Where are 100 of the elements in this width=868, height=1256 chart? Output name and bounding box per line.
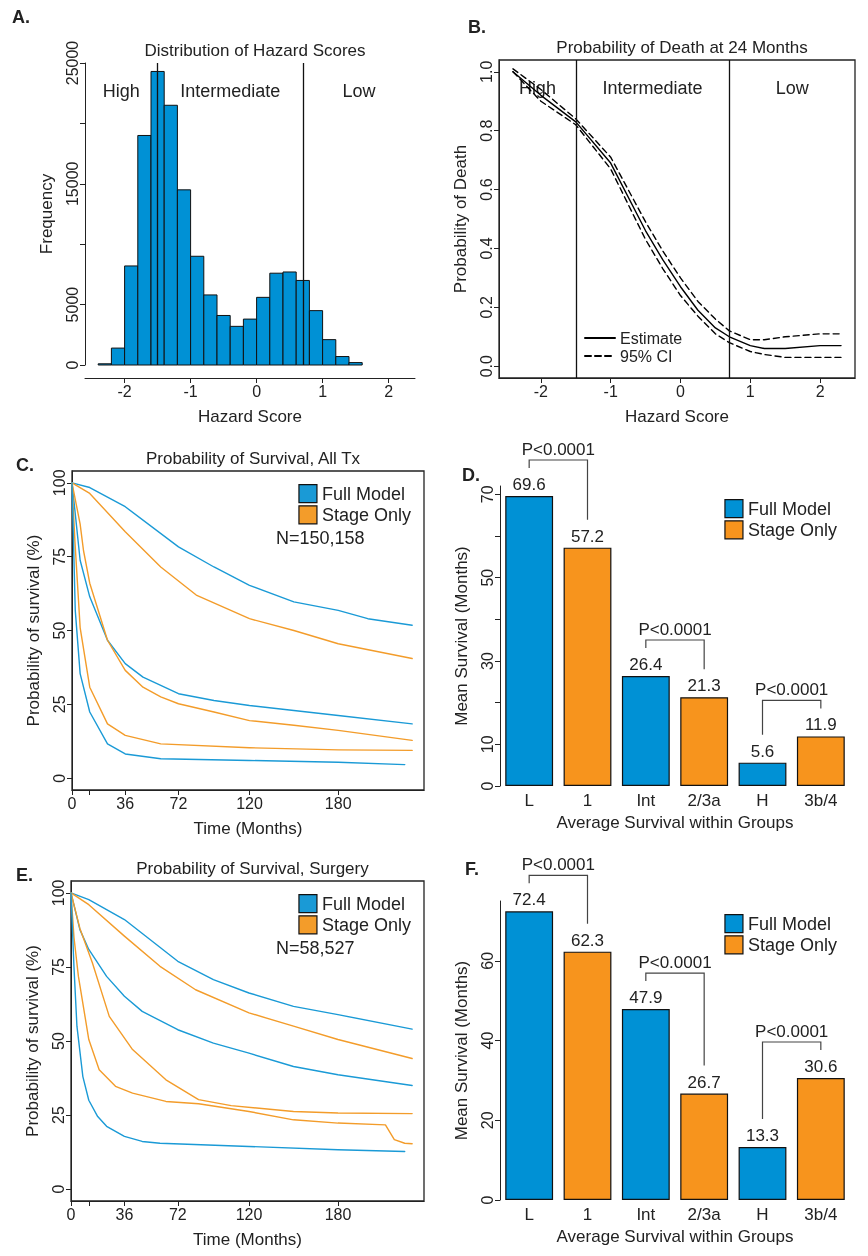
x-tick-label: 2 — [815, 382, 825, 400]
x-tick-label: 1 — [318, 382, 328, 400]
x-tick-label: 0 — [676, 382, 686, 400]
text: A. — [12, 7, 30, 27]
bar — [621, 676, 670, 786]
x-tick-label: -2 — [117, 382, 132, 400]
data-label: 26.7 — [687, 1072, 721, 1092]
x-tick-label: -2 — [533, 382, 549, 400]
data-label: 21.3 — [687, 676, 721, 696]
y-tick-label: 0 — [49, 1184, 67, 1194]
x-tick-label: 1 — [582, 1205, 593, 1224]
x-tick-label: -1 — [183, 382, 198, 400]
data-label: 11.9 — [804, 715, 837, 735]
x-tick-label: 72 — [169, 794, 188, 812]
annotation: Low — [342, 81, 377, 101]
data-label: 30.6 — [804, 1057, 838, 1077]
x-tick-label: H — [756, 791, 769, 810]
y-tick-label: 0.2 — [477, 296, 495, 319]
text: P<0.0001 — [521, 440, 595, 459]
annotation: P<0.0001 — [638, 620, 712, 639]
y-tick-label: 70 — [478, 485, 496, 504]
y-tick-label: 15000 — [63, 161, 81, 207]
bar — [621, 1009, 670, 1200]
data-label: 62.3 — [570, 930, 605, 950]
data-label: 72.4 — [512, 890, 546, 910]
bar — [563, 547, 612, 786]
x-axis-title: Time (Months) — [193, 1230, 302, 1249]
text: E. — [16, 865, 34, 885]
x-tick-label: 0 — [252, 382, 262, 400]
y-axis-title: Probability of Death — [451, 144, 470, 294]
legend-label: Stage Only — [321, 504, 412, 525]
legend-label: Stage Only — [321, 914, 412, 935]
legend-label: Full Model — [747, 913, 831, 934]
y-tick-label: 1.0 — [477, 60, 495, 83]
data-label: 57.2 — [570, 526, 605, 546]
y-tick-label: 100 — [50, 469, 68, 497]
x-tick-label: 36 — [116, 794, 135, 812]
x-tick-label: 2 — [384, 382, 394, 400]
legend-label: Stage Only — [747, 934, 838, 955]
x-tick-label: L — [524, 1205, 534, 1224]
x-tick-label: Int — [636, 1205, 656, 1224]
x-tick-label: 180 — [324, 794, 352, 812]
legend-label: Full Model — [747, 498, 831, 519]
data-label: 69.6 — [512, 475, 546, 494]
y-tick-label: 5000 — [63, 286, 81, 323]
y-tick-label: 0.4 — [477, 237, 495, 260]
x-axis-title: Average Survival within Groups — [556, 1226, 794, 1246]
bar — [738, 1146, 787, 1200]
x-tick-label: 1 — [745, 382, 755, 400]
y-tick-label: 25 — [49, 1106, 67, 1124]
x-tick-label: 120 — [236, 794, 263, 812]
y-tick-label: 0 — [50, 773, 68, 783]
y-axis-title: Mean Survival (Months) — [452, 960, 471, 1141]
x-tick-label: Int — [636, 791, 656, 810]
x-tick-label: H — [756, 1205, 769, 1224]
annotation: N=58,527 — [276, 938, 355, 958]
x-axis-title: Time (Months) — [193, 819, 303, 838]
text: D. — [462, 465, 480, 485]
annotation: P<0.0001 — [755, 680, 829, 700]
x-tick-label: 2/3a — [687, 1205, 722, 1224]
bar — [505, 911, 554, 1200]
y-tick-label: 0 — [478, 781, 496, 791]
bar — [505, 496, 554, 786]
x-axis-title: Average Survival within Groups — [556, 812, 794, 832]
legend-label: Estimate — [620, 329, 683, 347]
y-tick-label: 75 — [49, 957, 67, 976]
y-tick-label: 0 — [478, 1195, 496, 1205]
chart-title: Probability of Survival, All Tx — [145, 449, 361, 468]
bar — [796, 1078, 845, 1200]
text: C. — [16, 455, 34, 475]
x-tick-label: 1 — [582, 791, 593, 810]
legend-label: Stage Only — [747, 519, 838, 540]
text: P<0.0001 — [521, 855, 595, 875]
annotation: Intermediate — [602, 78, 703, 98]
y-axis-title: Frequency — [37, 173, 56, 255]
y-tick-label: 25 — [50, 695, 68, 714]
y-tick-label: 0 — [63, 360, 81, 370]
y-tick-label: 0.0 — [477, 355, 495, 378]
y-axis-title: Probability of survival (%) — [24, 534, 43, 727]
x-axis-title: Hazard Score — [625, 407, 729, 426]
x-tick-label: 72 — [168, 1205, 187, 1223]
x-tick-label: 2/3a — [687, 791, 722, 810]
y-axis-title: Probability of survival (%) — [23, 945, 42, 1137]
chart-title: Distribution of Hazard Scores — [144, 41, 366, 60]
data-label: 13.3 — [745, 1125, 780, 1145]
x-axis-title: Hazard Score — [198, 407, 302, 426]
x-tick-label: 180 — [324, 1205, 352, 1223]
y-tick-label: 75 — [50, 547, 68, 566]
data-label: 5.6 — [750, 741, 775, 761]
text: B. — [468, 17, 486, 37]
y-tick-label: 100 — [49, 879, 67, 907]
x-tick-label: 3b/4 — [804, 791, 838, 810]
annotation: High — [102, 81, 140, 101]
y-tick-label: 50 — [478, 568, 496, 587]
annotation: P<0.0001 — [755, 1022, 829, 1042]
data-label: 26.4 — [629, 655, 663, 674]
legend-label: Full Model — [321, 483, 405, 504]
y-tick-label: 0.6 — [477, 178, 495, 201]
bar — [680, 1093, 729, 1200]
bar — [796, 736, 845, 786]
